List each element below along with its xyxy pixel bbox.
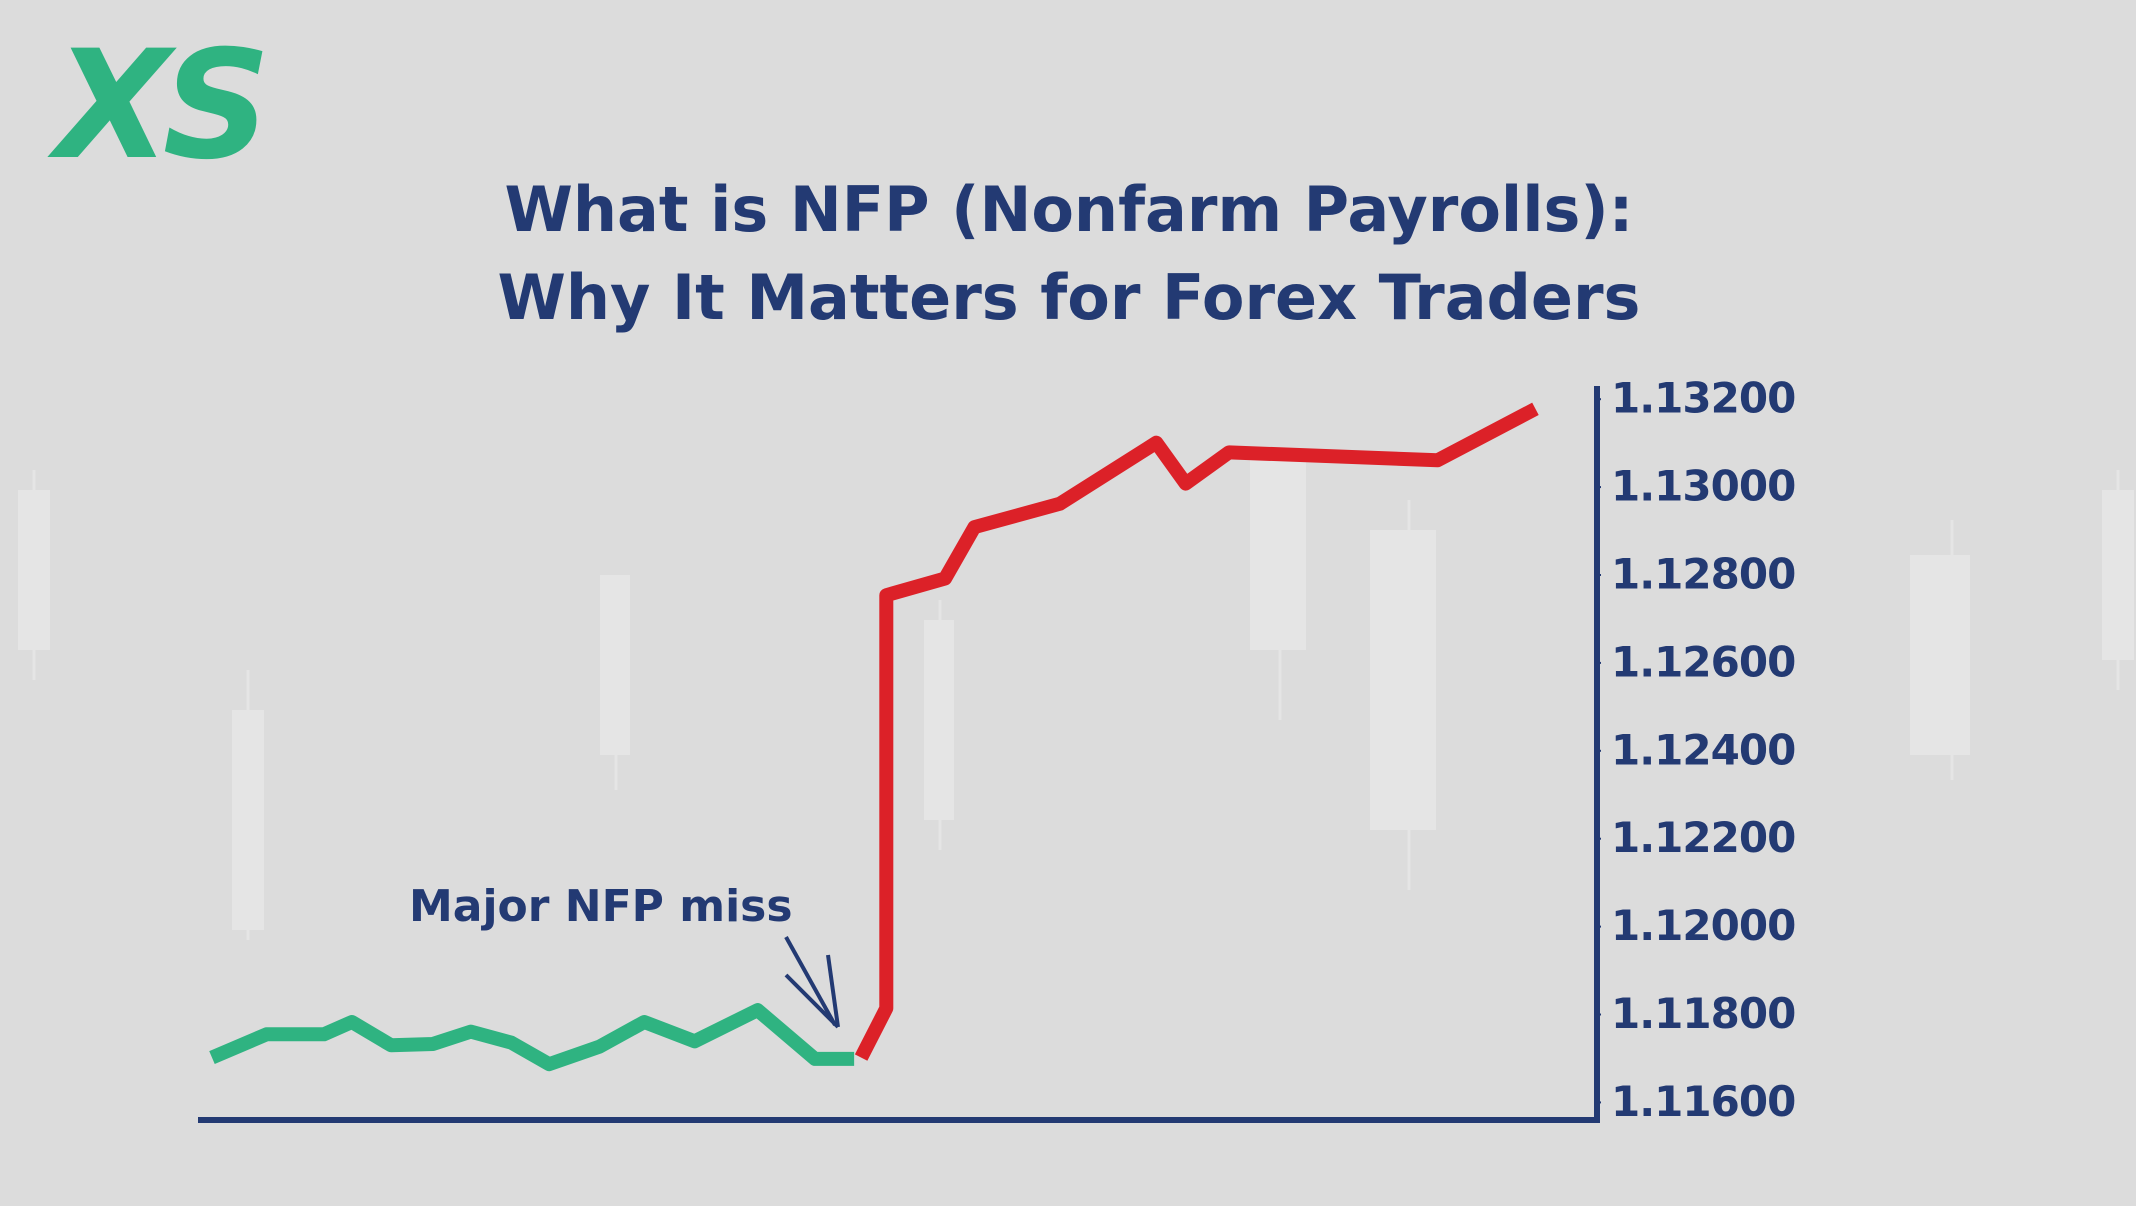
title-line: Why It Matters for Forex Traders bbox=[498, 261, 1641, 334]
y-tick-label: 1.12000 bbox=[1611, 901, 1795, 950]
y-tick-label: 1.12200 bbox=[1611, 813, 1795, 862]
y-tick-label: 1.12800 bbox=[1611, 549, 1795, 598]
y-tick-label: 1.13000 bbox=[1611, 462, 1795, 511]
background-candles bbox=[18, 460, 2134, 940]
logo: XS bbox=[47, 19, 263, 193]
y-tick-label: 1.11800 bbox=[1611, 989, 1795, 1038]
annotation: Major NFP miss bbox=[409, 881, 793, 932]
y-tick-label: 1.11600 bbox=[1611, 1077, 1795, 1126]
series-line bbox=[209, 1003, 855, 1072]
annotation-arrow bbox=[784, 936, 840, 1029]
title-line: What is NFP (Nonfarm Payrolls): bbox=[505, 173, 1634, 246]
y-tick-label: 1.13200 bbox=[1611, 374, 1795, 423]
series-line bbox=[854, 402, 1539, 1061]
y-tick-label: 1.12400 bbox=[1611, 725, 1795, 774]
y-tick-label: 1.12600 bbox=[1611, 637, 1795, 686]
